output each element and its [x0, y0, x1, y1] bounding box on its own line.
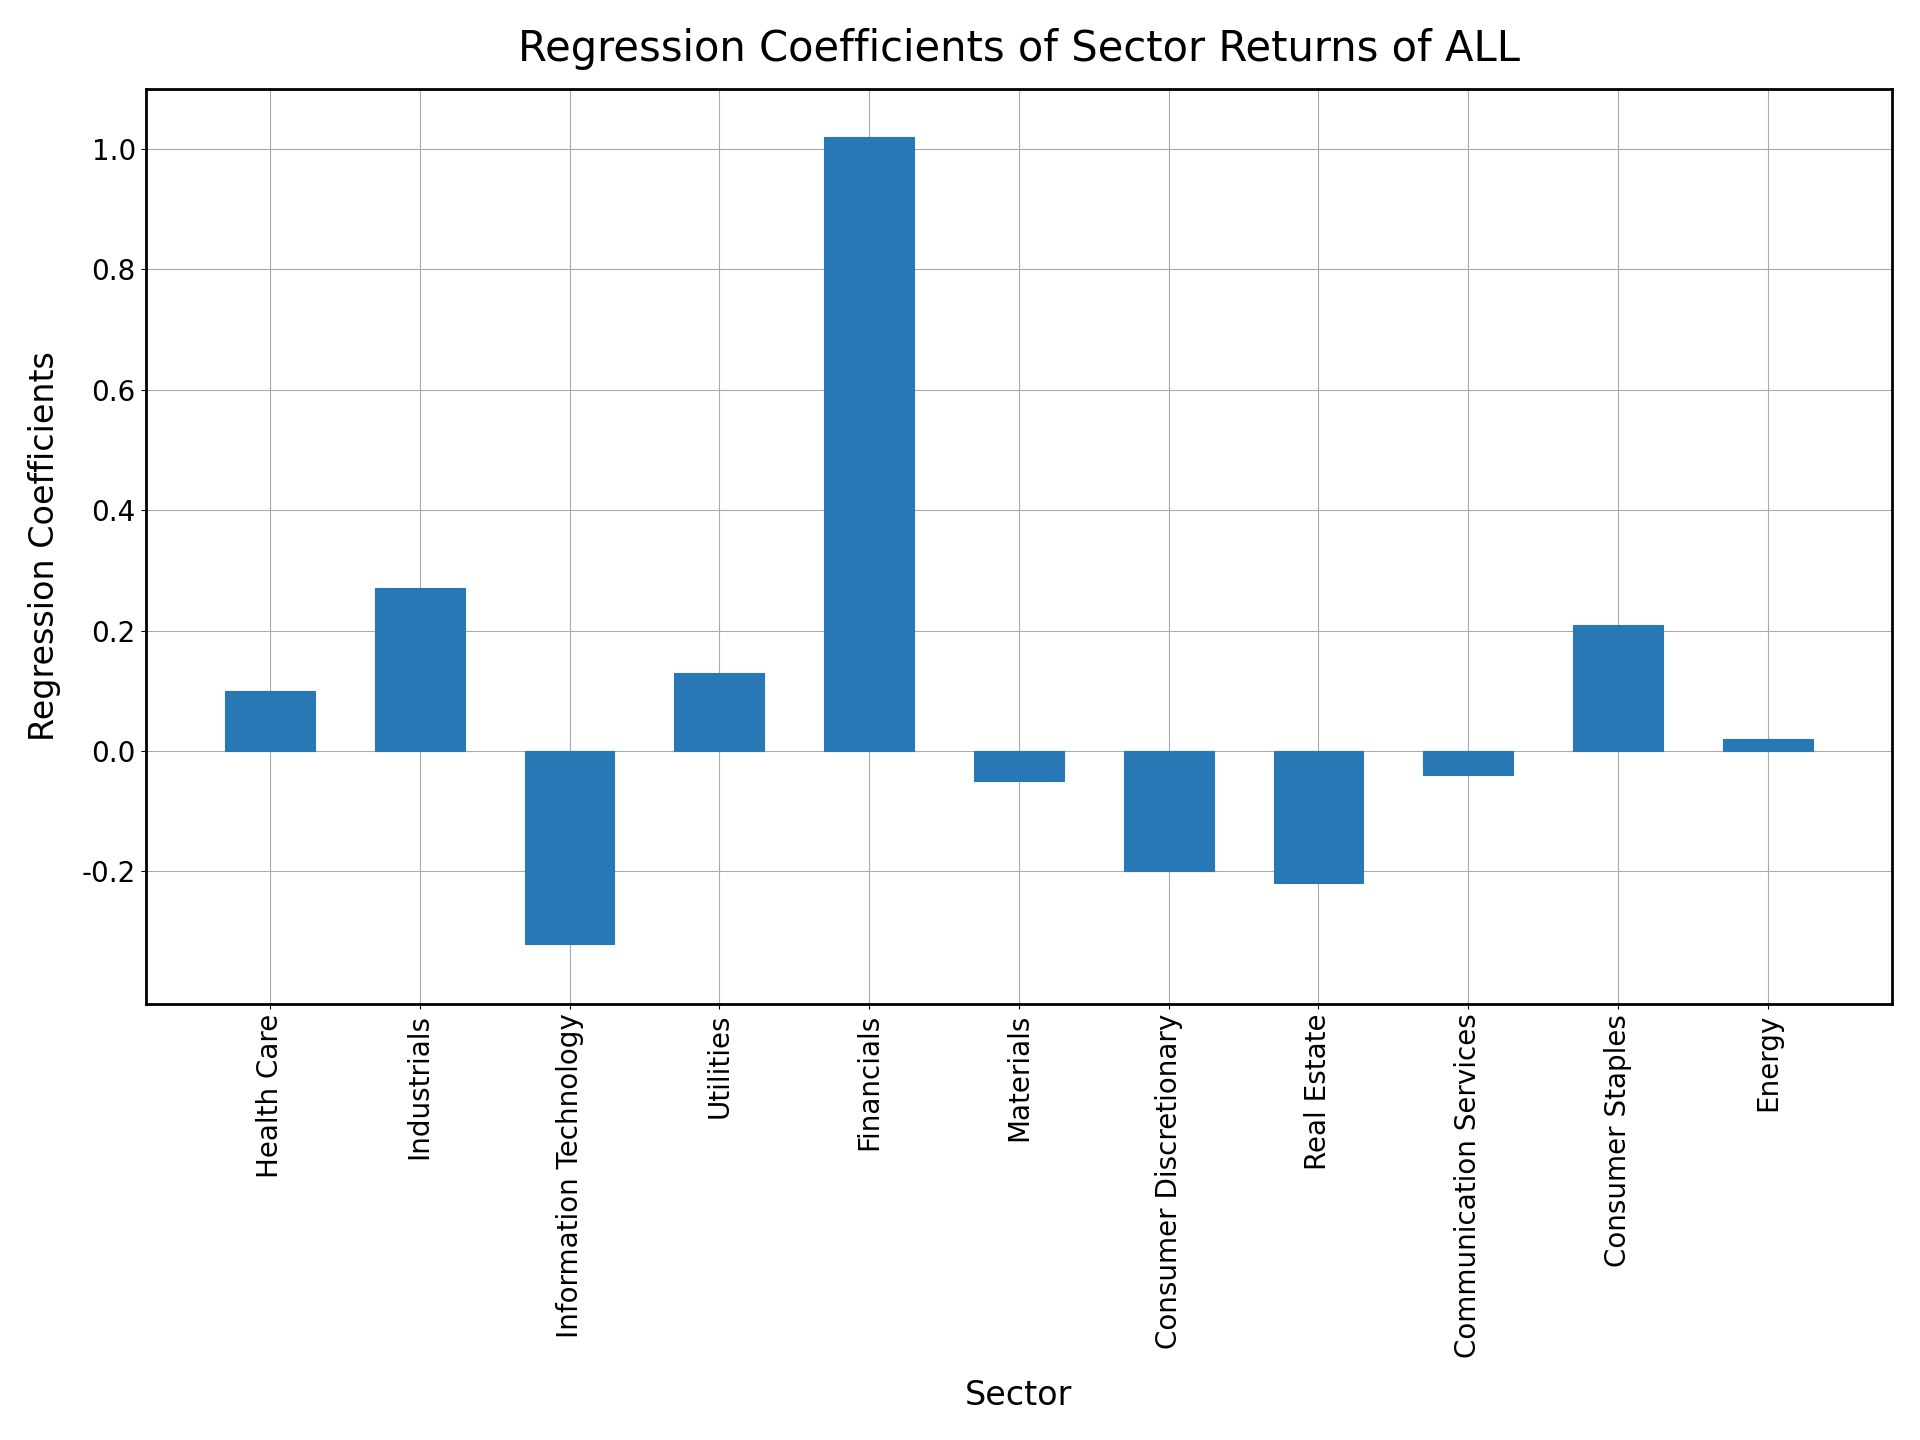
Bar: [225, 691, 315, 752]
Title: Regression Coefficients of Sector Returns of ALL: Regression Coefficients of Sector Return…: [518, 27, 1521, 69]
Bar: [1123, 752, 1213, 871]
Bar: [674, 672, 764, 752]
Bar: [973, 752, 1064, 780]
Bar: [524, 752, 614, 943]
Bar: [824, 137, 914, 752]
Bar: [1273, 752, 1363, 884]
X-axis label: Sector: Sector: [966, 1380, 1073, 1413]
Bar: [1722, 739, 1812, 752]
Y-axis label: Regression Coefficients: Regression Coefficients: [27, 351, 61, 742]
Bar: [374, 589, 465, 752]
Bar: [1572, 625, 1663, 752]
Bar: [1423, 752, 1513, 775]
